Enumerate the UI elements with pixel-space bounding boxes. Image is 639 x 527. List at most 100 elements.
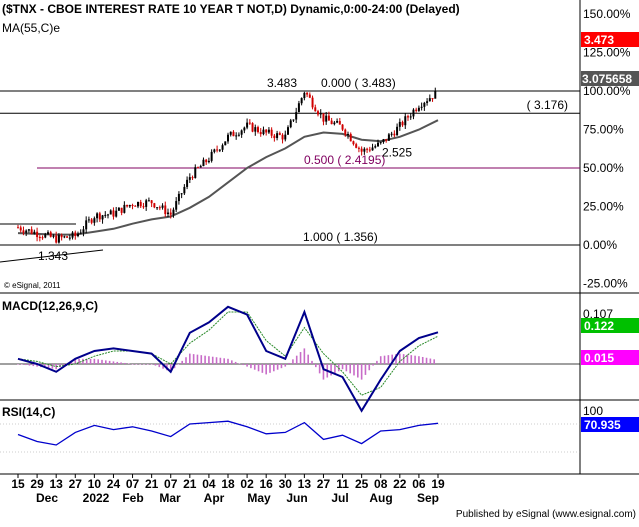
y-tick-label: 0.00% bbox=[583, 238, 617, 252]
price-bar-body bbox=[363, 148, 366, 152]
price-bar-body bbox=[355, 144, 358, 148]
macd-histogram-bar bbox=[154, 364, 157, 366]
macd-histogram-bar bbox=[383, 355, 386, 364]
price-bar-body bbox=[82, 229, 85, 233]
price-bar-body bbox=[308, 94, 311, 98]
x-month-label: Sep bbox=[417, 491, 439, 505]
price-bar-body bbox=[227, 134, 229, 142]
macd-histogram-bar bbox=[21, 364, 23, 365]
y-tick-label: 150.00% bbox=[583, 7, 631, 21]
macd-histogram-bar bbox=[425, 357, 428, 364]
macd-histogram-bar bbox=[101, 359, 103, 364]
price-bar-body bbox=[317, 111, 319, 115]
price-bar-body bbox=[379, 142, 382, 144]
x-tick-label: 24 bbox=[107, 477, 121, 491]
price-bar-body bbox=[401, 121, 404, 126]
macd-histogram-bar bbox=[414, 355, 416, 364]
price-bar-body bbox=[79, 232, 82, 234]
macd-histogram-bar bbox=[162, 364, 164, 369]
rsi-top-tick: 100 bbox=[583, 404, 603, 418]
price-bar-body bbox=[235, 135, 238, 137]
macd-histogram-bar bbox=[410, 355, 413, 364]
price-bar-body bbox=[161, 205, 164, 208]
x-month-label: Jul bbox=[331, 491, 348, 505]
price-bar-body bbox=[30, 229, 33, 234]
macd-histogram-bar bbox=[204, 355, 206, 364]
ma-legend: MA(55,C)e bbox=[2, 21, 60, 35]
price-bar-body bbox=[322, 113, 325, 122]
macd-histogram-bar bbox=[127, 363, 130, 364]
price-bar-body bbox=[101, 215, 104, 220]
price-bar-body bbox=[393, 133, 396, 136]
price-bar-body bbox=[167, 212, 169, 215]
price-bar-body bbox=[156, 207, 159, 209]
rsi-line bbox=[17, 420, 439, 446]
macd-histogram-bar bbox=[250, 364, 252, 369]
x-month-label: Jun bbox=[286, 491, 307, 505]
macd-histogram-bar bbox=[143, 364, 145, 365]
y-tick-label: 50.00% bbox=[583, 161, 624, 175]
macd-histogram-bar bbox=[215, 357, 218, 364]
price-bar-body bbox=[265, 129, 268, 133]
price-bar-body bbox=[295, 112, 298, 120]
x-month-label: Aug bbox=[369, 491, 392, 505]
macd-histogram-bar bbox=[395, 354, 397, 364]
price-bar-body bbox=[404, 116, 407, 126]
price-bar-body bbox=[115, 210, 118, 217]
price-bar-body bbox=[333, 122, 336, 125]
macd-signal-line bbox=[17, 311, 439, 396]
price-bar-body bbox=[254, 127, 257, 132]
price-bar-body bbox=[147, 200, 150, 202]
macd-histogram-bar bbox=[147, 364, 149, 365]
price-bar-body bbox=[96, 213, 99, 219]
x-tick-label: 04 bbox=[202, 477, 216, 491]
x-tick-label: 15 bbox=[11, 477, 25, 491]
price-bar-body bbox=[270, 129, 273, 136]
price-bar-body bbox=[17, 227, 19, 229]
price-bar-body bbox=[303, 92, 306, 99]
ma-value: 3.075658 bbox=[582, 72, 632, 86]
price-bar-body bbox=[229, 131, 232, 135]
macd-histogram-bar bbox=[265, 364, 267, 375]
macd-histogram-bar bbox=[196, 354, 199, 364]
x-tick-label: 21 bbox=[183, 477, 197, 491]
macd-histogram-bar bbox=[112, 361, 115, 364]
price-bar-body bbox=[164, 205, 167, 215]
price-bar-body bbox=[306, 92, 309, 95]
macd-histogram-bar bbox=[158, 364, 161, 368]
x-month-label: Dec bbox=[36, 491, 58, 505]
price-bar-body bbox=[371, 147, 374, 151]
price-bar-body bbox=[420, 106, 423, 108]
price-bar-body bbox=[202, 159, 205, 167]
price-bar-body bbox=[240, 130, 243, 135]
x-tick-label: 13 bbox=[50, 477, 64, 491]
price-bar-body bbox=[314, 107, 317, 112]
macd-histogram-bar bbox=[418, 356, 420, 364]
macd-histogram-bar bbox=[299, 352, 302, 364]
price-bar-body bbox=[398, 121, 401, 127]
macd-histogram-bar bbox=[97, 359, 99, 364]
price-bar-body bbox=[71, 232, 74, 238]
y-tick-label: 75.00% bbox=[583, 123, 624, 137]
price-bar-body bbox=[374, 146, 377, 148]
price-bar-body bbox=[243, 127, 246, 131]
macd-histogram-bar bbox=[349, 364, 351, 374]
macd-histogram-bar bbox=[139, 364, 141, 365]
price-bar-body bbox=[153, 203, 156, 208]
macd-histogram-bar bbox=[24, 364, 27, 366]
macd-histogram-bar bbox=[51, 364, 54, 369]
macd-histogram-bar bbox=[242, 364, 245, 366]
macd-histogram-bar bbox=[433, 359, 435, 364]
price-bar-body bbox=[360, 148, 363, 152]
x-month-label: Apr bbox=[204, 491, 225, 505]
price-bar-body bbox=[216, 149, 219, 151]
price-bar-body bbox=[248, 122, 251, 124]
price-bar-body bbox=[109, 210, 112, 215]
macd-histogram-bar bbox=[200, 355, 203, 364]
macd-histogram-bar bbox=[364, 364, 367, 375]
price-bar-body bbox=[327, 115, 330, 121]
macd-signal-partial: 0.107 bbox=[583, 307, 613, 321]
price-bar-body bbox=[431, 98, 434, 100]
price-bar-body bbox=[412, 109, 415, 117]
price-annotation: 3.483 bbox=[267, 76, 297, 90]
